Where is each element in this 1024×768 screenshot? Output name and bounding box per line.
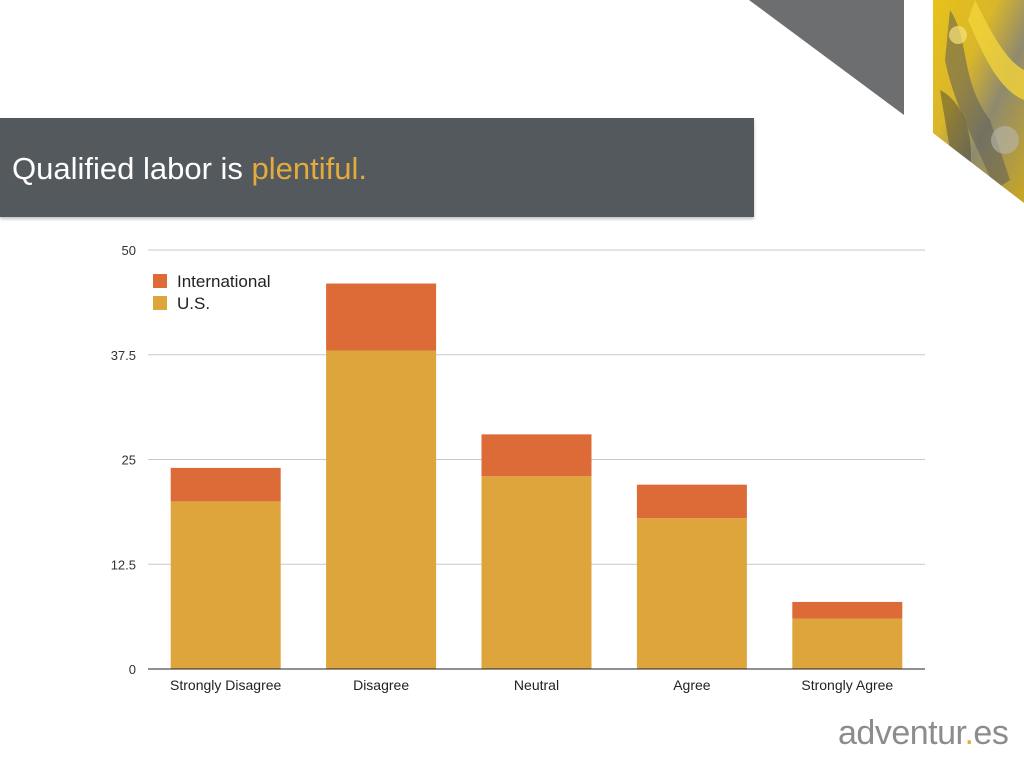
x-tick-label-1: Disagree — [353, 677, 409, 693]
bar-u-s-2 — [481, 476, 592, 669]
bar-u-s-1 — [326, 350, 437, 669]
bar-international-0 — [170, 467, 281, 502]
logo-dot: . — [964, 714, 974, 752]
slide-title: Qualified labor is plentiful. — [12, 151, 367, 187]
x-tick-label-4: Strongly Agree — [801, 677, 893, 693]
x-tick-label-3: Agree — [673, 677, 711, 693]
bar-u-s-4 — [792, 618, 903, 669]
legend-swatch-0 — [153, 274, 167, 288]
legend-label-1: U.S. — [177, 294, 210, 313]
x-tick-label-2: Neutral — [514, 677, 559, 693]
y-tick-label-2: 25 — [122, 453, 136, 468]
bar-international-2 — [481, 434, 592, 477]
slide-title-accent: plentiful. — [251, 151, 367, 186]
x-tick-label-0: Strongly Disagree — [170, 677, 281, 693]
legend-label-0: International — [177, 272, 271, 291]
y-tick-label-3: 37.5 — [111, 348, 136, 363]
logo-text-start: adventur — [838, 714, 965, 752]
bar-u-s-3 — [636, 518, 747, 669]
y-tick-label-1: 12.5 — [111, 557, 136, 572]
bar-international-1 — [326, 283, 437, 351]
legend-swatch-1 — [153, 296, 167, 310]
slide-title-plain: Qualified labor is — [12, 151, 252, 186]
title-bar — [0, 118, 754, 217]
y-tick-label-0: 0 — [129, 662, 136, 677]
logo-text-end: es — [973, 714, 1009, 752]
bar-international-4 — [792, 601, 903, 619]
bar-u-s-0 — [170, 501, 281, 669]
y-tick-label-4: 50 — [122, 243, 136, 258]
bar-international-3 — [636, 484, 747, 519]
adventures-logo: adventur.es — [838, 714, 1009, 753]
